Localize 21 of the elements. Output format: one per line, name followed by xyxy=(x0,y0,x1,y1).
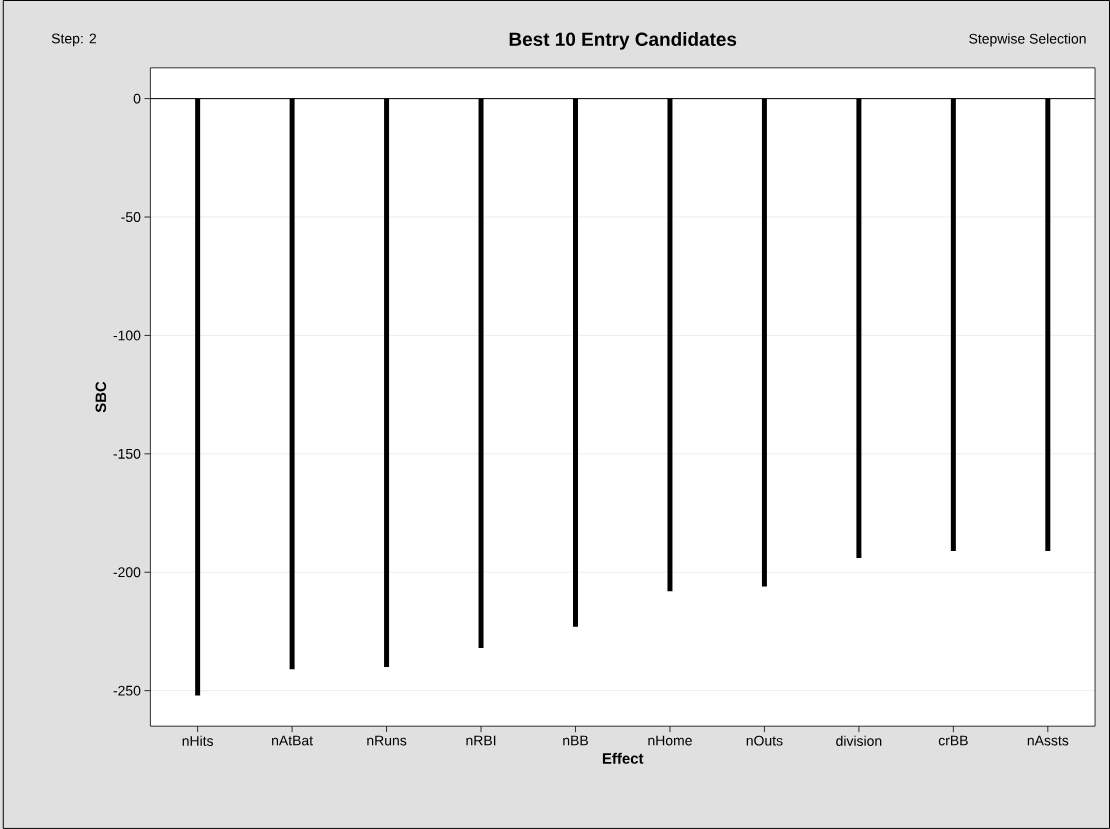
y-tick-label: -100 xyxy=(113,330,141,341)
x-tick-label: nRBI xyxy=(466,735,496,746)
x-tick-label: nBB xyxy=(563,735,588,746)
x-tick-label: division xyxy=(836,735,882,746)
chart-title: Best 10 Entry Candidates xyxy=(509,32,737,50)
y-tick-label: -200 xyxy=(113,567,141,578)
x-tick-label: nOuts xyxy=(746,735,783,746)
x-tick-label: nHome xyxy=(648,735,692,746)
x-axis-title: Effect xyxy=(602,752,644,764)
x-tick-label: nHits xyxy=(182,735,214,746)
y-tick-label: -50 xyxy=(121,212,141,222)
y-axis-title: SBC xyxy=(95,381,107,413)
y-tick-label: -250 xyxy=(113,685,141,696)
y-tick-label: -150 xyxy=(113,448,141,459)
x-tick-label: nAssts xyxy=(1027,735,1069,746)
text: Step: 2 xyxy=(51,33,97,47)
x-tick-label: nRuns xyxy=(367,735,407,746)
text: Stepwise Selection xyxy=(969,33,1086,47)
y-tick-label: 0 xyxy=(133,93,141,104)
x-tick-label: nAtBat xyxy=(272,735,313,746)
x-tick-label: crBB xyxy=(938,735,968,746)
